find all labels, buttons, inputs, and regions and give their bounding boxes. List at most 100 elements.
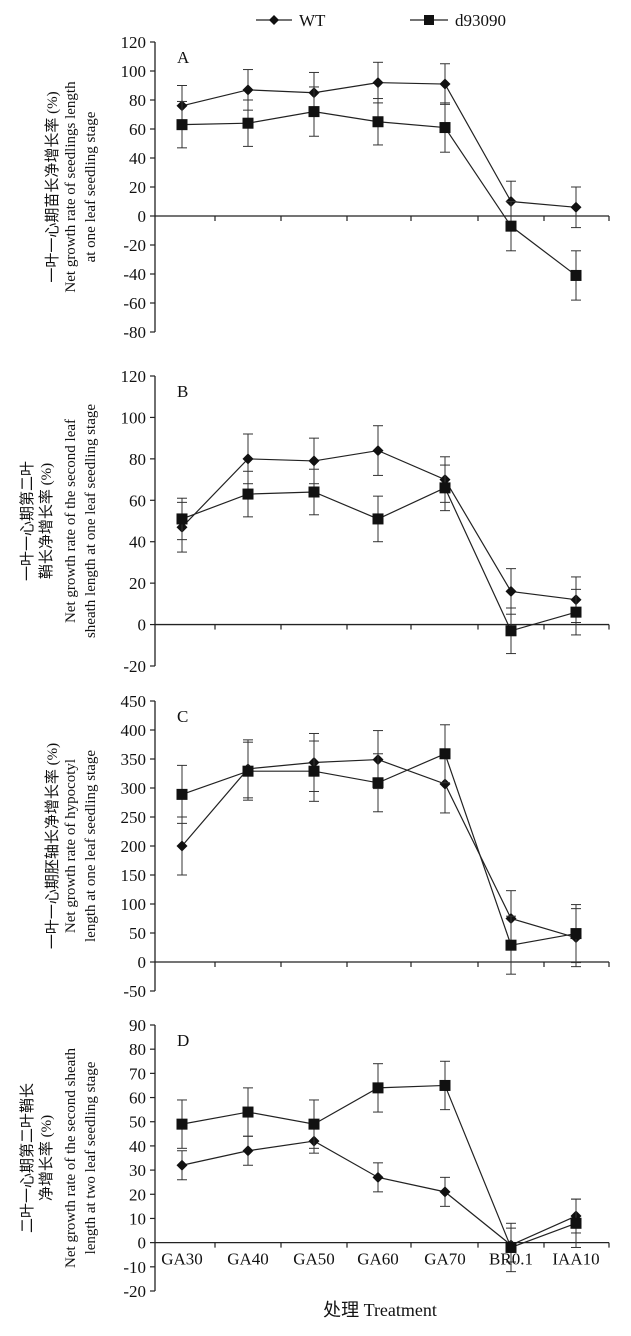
y-axis-label-en: at one leaf seedling stage — [83, 111, 99, 262]
y-tick-label: 70 — [129, 1064, 146, 1083]
data-point — [439, 78, 451, 90]
data-point — [372, 77, 384, 89]
panel-d: -20 -10 0 10 20 30 40 50 60 70 80 90 D 二叶一心期第二叶鞘长 净增长率… — [18, 1016, 610, 1301]
y-axis-label-en: length at one leaf seedling stage — [83, 750, 99, 942]
data-point — [242, 117, 254, 129]
series-d93090 — [176, 724, 582, 975]
data-point — [308, 486, 320, 498]
y-tick-label: 350 — [121, 750, 147, 769]
y-tick-label: -20 — [123, 1282, 146, 1301]
y-tick-label: 60 — [129, 120, 146, 139]
data-point — [439, 482, 451, 494]
y-tick-label: -80 — [123, 323, 146, 342]
data-point — [505, 625, 517, 637]
y-axis-label-en: Net growth rate of the second sheath — [63, 1048, 79, 1268]
legend-label-mutant: d93090 — [455, 11, 506, 30]
y-axis-label-cn: 净增长率 (%) — [38, 1115, 55, 1201]
y-tick-label: 50 — [129, 924, 146, 943]
data-point — [570, 928, 582, 940]
y-axis-label-cn: 一叶一心期第二叶 — [18, 461, 36, 581]
data-point — [176, 513, 188, 525]
y-tick-label: -50 — [123, 982, 146, 1001]
y-tick-label: 100 — [121, 62, 147, 81]
y-axis-label-cn: 二叶一心期第二叶鞘长 — [18, 1083, 36, 1233]
y-tick-label: 120 — [121, 367, 147, 386]
panels: -80-60-40-20020406080100120A一叶一心期苗长净增长率 … — [18, 33, 610, 1301]
data-point — [242, 765, 254, 777]
y-tick-label: 0 — [138, 616, 147, 635]
series-d93090 — [176, 86, 582, 301]
data-point — [372, 445, 384, 457]
y-tick-label: 30 — [129, 1161, 146, 1180]
data-point — [308, 455, 320, 467]
data-point — [439, 1079, 451, 1091]
y-tick-label: 100 — [121, 895, 147, 914]
data-point — [505, 585, 517, 597]
legend: WT d93090 — [256, 11, 506, 30]
x-tick-label: GA30 — [161, 1250, 203, 1269]
series-d93090 — [176, 464, 582, 655]
data-point — [439, 778, 451, 790]
y-axis-label-en: length at two leaf seedling stage — [83, 1061, 99, 1254]
legend-marker-mutant — [424, 15, 434, 25]
y-axis-label-cn: 一叶一心期胚轴长净增长率 (%) — [44, 743, 61, 949]
x-tick-label: GA60 — [357, 1250, 399, 1269]
data-point — [505, 1241, 517, 1253]
x-tick-label: GA50 — [293, 1250, 335, 1269]
y-tick-label: -60 — [123, 294, 146, 313]
data-point — [372, 777, 384, 789]
series-line — [181, 1140, 577, 1246]
data-point — [242, 453, 254, 465]
y-tick-label: -10 — [123, 1258, 146, 1277]
y-tick-label: -40 — [123, 265, 146, 284]
data-point — [372, 116, 384, 128]
y-tick-label: 50 — [129, 1113, 146, 1132]
series-line — [181, 487, 577, 632]
data-point — [505, 939, 517, 951]
y-tick-label: 100 — [121, 408, 147, 427]
panel-b: -20 0 20 40 60 80 100 120 B 一叶一心期第二叶 鞘长净增长率 (%) Net… — [18, 367, 610, 676]
y-tick-label: 80 — [129, 1040, 146, 1059]
y-axis-label-en: Net growth rate of hypocotyl — [63, 759, 79, 933]
y-tick-label: 400 — [121, 721, 147, 740]
y-tick-label: 10 — [129, 1209, 146, 1228]
panel-label: A — [177, 48, 190, 67]
series-line — [181, 1084, 577, 1249]
data-point — [308, 1118, 320, 1130]
data-point — [570, 201, 582, 213]
y-tick-label: 60 — [129, 1089, 146, 1108]
data-point — [176, 840, 188, 852]
data-point — [242, 488, 254, 500]
y-tick-label: 60 — [129, 491, 146, 510]
x-axis-title: 处理 Treatment — [323, 1300, 437, 1320]
data-point — [505, 220, 517, 232]
data-point — [439, 748, 451, 760]
data-point — [570, 269, 582, 281]
y-tick-label: 450 — [121, 692, 147, 711]
data-point — [176, 1159, 188, 1171]
legend-label-wt: WT — [299, 11, 326, 30]
y-tick-label: 20 — [129, 178, 146, 197]
data-point — [439, 1186, 451, 1198]
data-point — [439, 122, 451, 134]
panel-a: -80 -60 -40 -20 0 20 40 60 80 100 120 A 一叶一心期苗长净增长率 … — [44, 33, 610, 342]
y-tick-label: 300 — [121, 779, 147, 798]
panel-label: D — [177, 1031, 189, 1050]
data-point — [242, 84, 254, 96]
legend-marker-wt — [269, 15, 279, 25]
y-tick-label: -20 — [123, 657, 146, 676]
y-tick-label: 40 — [129, 533, 146, 552]
y-tick-label: 80 — [129, 91, 146, 110]
y-axis-label-en: sheath length at one leaf seedling stage — [83, 404, 99, 638]
data-point — [372, 1171, 384, 1183]
y-tick-label: 20 — [129, 574, 146, 593]
y-axis-label-en: Net growth rate of the second leaf — [63, 419, 79, 623]
data-point — [308, 765, 320, 777]
y-tick-label: 0 — [138, 207, 147, 226]
y-tick-label: 40 — [129, 149, 146, 168]
data-point — [308, 106, 320, 118]
data-point — [176, 788, 188, 800]
y-tick-label: 120 — [121, 33, 147, 52]
y-axis-label-cn: 一叶一心期苗长净增长率 (%) — [44, 91, 61, 282]
